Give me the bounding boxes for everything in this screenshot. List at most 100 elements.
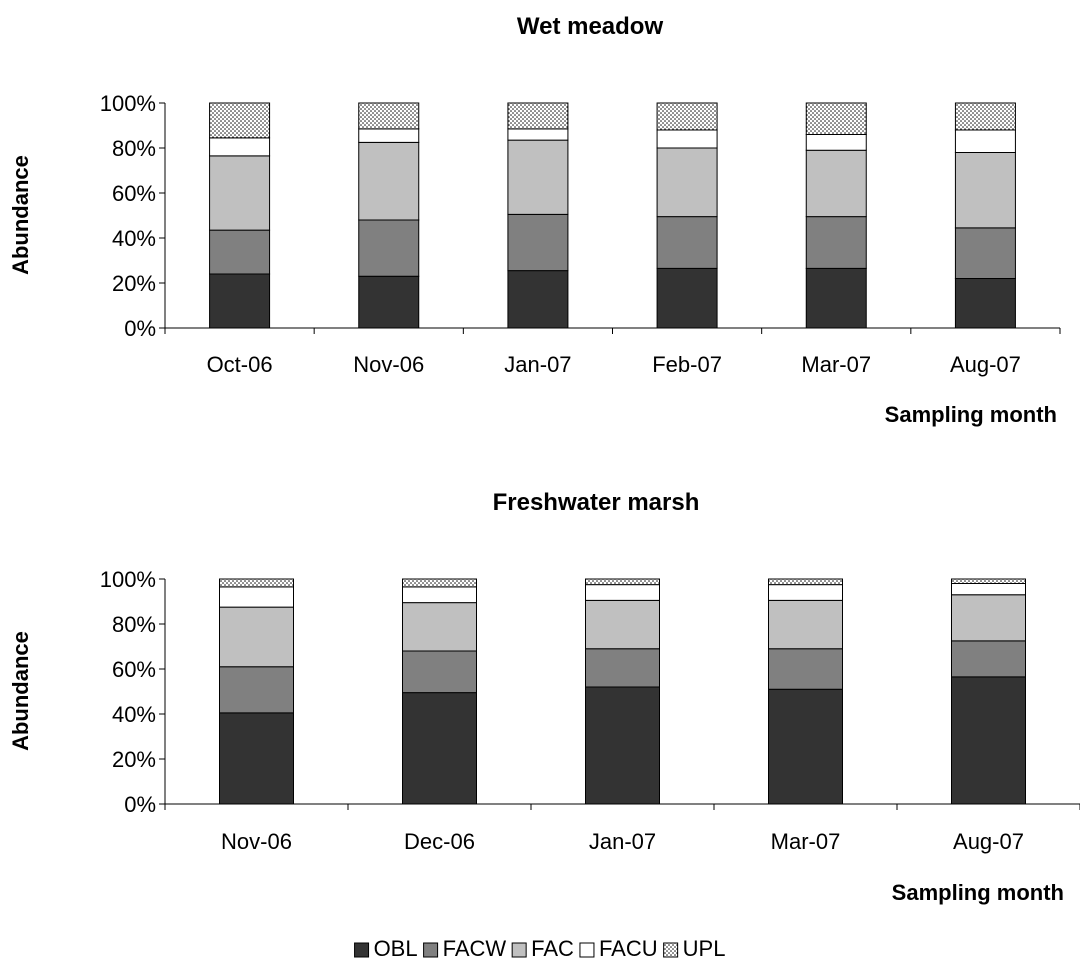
y-axis-label: Abundance — [8, 631, 33, 751]
y-axis-label: Abundance — [8, 155, 33, 275]
y-tick-label: 100% — [100, 91, 156, 116]
x-tick-label: Mar-07 — [801, 352, 871, 377]
bar-stack — [358, 102, 420, 329]
bar-stack — [219, 578, 294, 805]
bar-segment-obl — [402, 692, 477, 805]
bar-segment-fac — [768, 599, 843, 650]
x-tick-label: Aug-07 — [953, 829, 1024, 854]
bar-segment-fac — [656, 147, 718, 218]
legend-item-facw: FACW — [423, 936, 506, 961]
bar-segment-facw — [219, 666, 294, 714]
legend-swatch — [663, 942, 679, 958]
bar-segment-facu — [585, 584, 660, 601]
bar-segment-facu — [507, 128, 569, 141]
bar-segment-upl — [951, 578, 1026, 584]
bar-segment-obl — [805, 267, 867, 329]
bar-segment-fac — [358, 141, 420, 221]
legend-swatch — [423, 942, 439, 958]
x-tick-label: Mar-07 — [771, 829, 841, 854]
plot-area: 0% 20% 40% 60% 80% 100% Oct-06 Nov-06 Jan-07 Feb-… — [100, 91, 1061, 377]
bar-segment-facw — [209, 229, 271, 275]
bar-segment-facu — [954, 129, 1016, 153]
y-tick-label: 60% — [112, 181, 156, 206]
bar-segment-upl — [402, 578, 477, 588]
bar-segment-facw — [805, 216, 867, 269]
x-tick-label: Jan-07 — [504, 352, 571, 377]
x-tick-label: Feb-07 — [652, 352, 722, 377]
legend-item-upl: UPL — [663, 936, 725, 961]
legend-item-obl: OBL — [354, 936, 418, 961]
bar-stack — [951, 578, 1026, 805]
bar-segment-obl — [507, 270, 569, 329]
x-axis-label: Sampling month — [885, 402, 1057, 427]
x-tick-label: Nov-06 — [221, 829, 292, 854]
bar-segment-facw — [358, 219, 420, 277]
y-tick-label: 20% — [112, 747, 156, 772]
bar-segment-facu — [656, 129, 718, 149]
bar-segment-upl — [585, 578, 660, 586]
bar-segment-facw — [656, 216, 718, 269]
bar-segment-fac — [402, 602, 477, 652]
bar-segment-fac — [219, 606, 294, 668]
wet-meadow-chart: Wet meadow Abundance Sampling month 0% 20… — [8, 13, 1061, 427]
bar-segment-obl — [209, 273, 271, 329]
y-tick-label: 20% — [112, 271, 156, 296]
y-tick-label: 0% — [124, 316, 156, 341]
bar-segment-facw — [954, 227, 1016, 279]
x-axis-label: Sampling month — [892, 880, 1064, 905]
bar-stack — [768, 578, 843, 805]
bar-segment-facw — [585, 648, 660, 688]
bar-segment-fac — [805, 149, 867, 218]
bar-stack — [209, 102, 271, 329]
bar-segment-facu — [768, 584, 843, 601]
bar-segment-facw — [951, 640, 1026, 678]
bar-segment-obl — [954, 278, 1016, 329]
legend-item-facu: FACU — [579, 936, 658, 961]
bar-segment-fac — [209, 155, 271, 231]
bar-stack — [402, 578, 477, 805]
bar-segment-fac — [507, 139, 569, 215]
x-tick-label: Aug-07 — [950, 352, 1021, 377]
y-tick-label: 0% — [124, 792, 156, 817]
bar-segment-facu — [951, 583, 1026, 596]
bar-segment-upl — [209, 102, 271, 139]
bar-segment-obl — [585, 686, 660, 805]
bar-stack — [585, 578, 660, 805]
legend-swatch — [579, 942, 595, 958]
legend-label: FACU — [599, 936, 658, 961]
bar-segment-upl — [768, 578, 843, 586]
bar-segment-obl — [656, 267, 718, 329]
bar-segment-obl — [951, 676, 1026, 805]
bar-stack — [805, 102, 867, 329]
freshwater-marsh-chart: Freshwater marsh Abundance Sampling mont… — [8, 489, 1080, 905]
bar-segment-obl — [358, 275, 420, 329]
plot-area: 0% 20% 40% 60% 80% 100% Nov-06 Dec-06 Jan-07 Mar-… — [100, 567, 1080, 854]
y-tick-label: 40% — [112, 226, 156, 251]
bar-segment-facu — [219, 586, 294, 608]
bar-segment-upl — [805, 102, 867, 135]
legend-swatch — [511, 942, 527, 958]
bar-stack — [507, 102, 569, 329]
legend-swatch — [354, 942, 370, 958]
bar-segment-facu — [805, 134, 867, 151]
bar-segment-obl — [768, 688, 843, 805]
chart-title: Freshwater marsh — [493, 489, 700, 516]
y-tick-label: 80% — [112, 612, 156, 637]
x-tick-label: Jan-07 — [589, 829, 656, 854]
bar-segment-upl — [656, 102, 718, 131]
bar-segment-upl — [219, 578, 294, 588]
bar-segment-fac — [585, 599, 660, 650]
bar-segment-facu — [402, 586, 477, 604]
bar-segment-facw — [507, 213, 569, 272]
bar-stack — [954, 102, 1016, 329]
bar-segment-facw — [402, 650, 477, 694]
legend-item-fac: FAC — [511, 936, 574, 961]
y-tick-label: 40% — [112, 702, 156, 727]
bar-segment-fac — [951, 594, 1026, 642]
x-tick-label: Nov-06 — [353, 352, 424, 377]
bar-segment-upl — [954, 102, 1016, 131]
x-tick-label: Oct-06 — [207, 352, 273, 377]
y-tick-label: 60% — [112, 657, 156, 682]
bar-segment-upl — [507, 102, 569, 130]
